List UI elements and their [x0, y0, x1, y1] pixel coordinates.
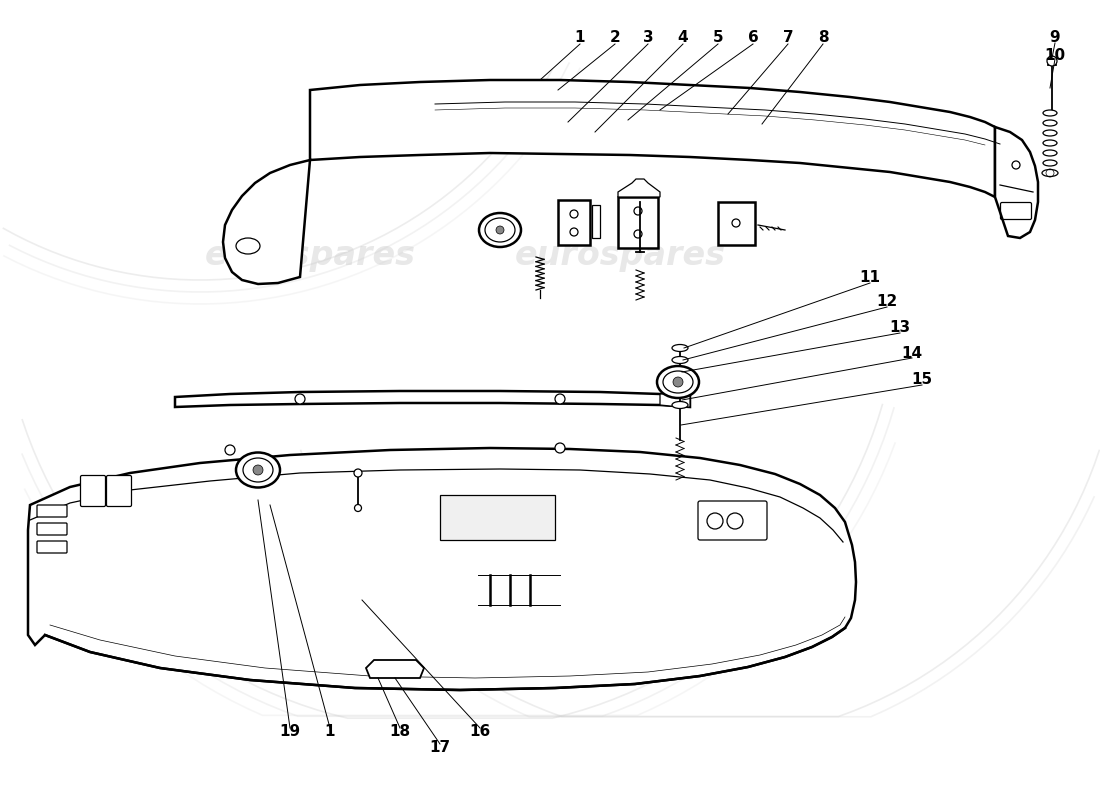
Ellipse shape: [1042, 170, 1058, 177]
Polygon shape: [618, 197, 658, 248]
Text: 12: 12: [877, 294, 898, 310]
Text: 4: 4: [678, 30, 689, 46]
Polygon shape: [618, 179, 660, 197]
Ellipse shape: [1043, 160, 1057, 166]
FancyBboxPatch shape: [80, 475, 106, 506]
Polygon shape: [996, 127, 1038, 238]
FancyBboxPatch shape: [698, 501, 767, 540]
Circle shape: [295, 394, 305, 404]
Circle shape: [1047, 56, 1057, 66]
Text: 7: 7: [783, 30, 793, 46]
Text: 14: 14: [901, 346, 923, 361]
Text: 8: 8: [817, 30, 828, 46]
Ellipse shape: [236, 453, 280, 487]
Ellipse shape: [1043, 130, 1057, 136]
Text: 19: 19: [279, 725, 300, 739]
Ellipse shape: [672, 402, 688, 409]
Polygon shape: [558, 200, 590, 245]
Text: 9: 9: [1049, 30, 1060, 46]
Text: eurospares: eurospares: [205, 238, 416, 271]
Polygon shape: [223, 160, 310, 284]
Polygon shape: [660, 394, 690, 407]
FancyBboxPatch shape: [37, 541, 67, 553]
Circle shape: [253, 465, 263, 475]
Text: 10: 10: [1044, 47, 1066, 62]
Text: 1: 1: [324, 725, 336, 739]
Text: 17: 17: [429, 741, 451, 755]
Polygon shape: [592, 205, 600, 238]
Circle shape: [354, 505, 362, 511]
Ellipse shape: [657, 366, 698, 398]
Circle shape: [226, 445, 235, 455]
Ellipse shape: [1043, 140, 1057, 146]
Text: 16: 16: [470, 725, 491, 739]
Ellipse shape: [1043, 110, 1057, 116]
Ellipse shape: [1043, 120, 1057, 126]
Circle shape: [556, 394, 565, 404]
Text: 2: 2: [609, 30, 620, 46]
Text: eurospares: eurospares: [544, 614, 756, 646]
FancyBboxPatch shape: [107, 475, 132, 506]
Text: 15: 15: [912, 373, 933, 387]
FancyBboxPatch shape: [37, 523, 67, 535]
Ellipse shape: [672, 345, 688, 351]
Ellipse shape: [672, 357, 688, 363]
Polygon shape: [310, 80, 996, 197]
Text: 18: 18: [389, 725, 410, 739]
Ellipse shape: [1043, 150, 1057, 156]
Text: 6: 6: [748, 30, 758, 46]
Circle shape: [556, 443, 565, 453]
Circle shape: [673, 377, 683, 387]
Ellipse shape: [485, 218, 515, 242]
Text: 5: 5: [713, 30, 724, 46]
Polygon shape: [718, 202, 755, 245]
Ellipse shape: [243, 458, 273, 482]
Text: eurospares: eurospares: [154, 589, 365, 622]
Polygon shape: [28, 448, 856, 690]
Text: eurospares: eurospares: [515, 238, 726, 271]
Circle shape: [354, 469, 362, 477]
Ellipse shape: [663, 371, 693, 393]
Polygon shape: [175, 391, 690, 407]
Circle shape: [496, 226, 504, 234]
FancyBboxPatch shape: [37, 505, 67, 517]
Polygon shape: [366, 660, 424, 678]
Ellipse shape: [478, 213, 521, 247]
Polygon shape: [440, 495, 556, 540]
Text: 11: 11: [859, 270, 880, 286]
Text: 3: 3: [642, 30, 653, 46]
Text: 1: 1: [574, 30, 585, 46]
Text: 13: 13: [890, 321, 911, 335]
